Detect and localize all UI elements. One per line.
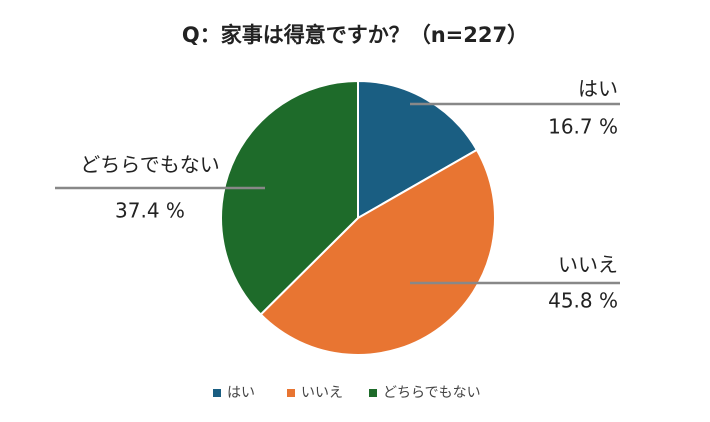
pie-slice — [357, 79, 479, 220]
chart-title: Q：家事は得意ですか？（n=227） — [182, 23, 528, 47]
legend-label: はい — [227, 385, 255, 401]
pie-slice — [259, 148, 496, 356]
legend-swatch — [213, 389, 221, 397]
slice-value: 37.4 % — [115, 199, 185, 223]
legend-label: いいえ — [301, 385, 343, 401]
slice-value: 16.7 % — [548, 115, 618, 139]
slice-name: どちらでもない — [80, 153, 219, 177]
slice-name: いいえ — [558, 253, 618, 277]
slice-value: 45.8 % — [548, 289, 618, 313]
slice-name: はい — [578, 77, 618, 101]
pie-slice — [220, 79, 359, 316]
legend-label: どちらでもない — [383, 385, 481, 401]
legend-swatch — [369, 389, 377, 397]
legend-swatch — [287, 389, 295, 397]
